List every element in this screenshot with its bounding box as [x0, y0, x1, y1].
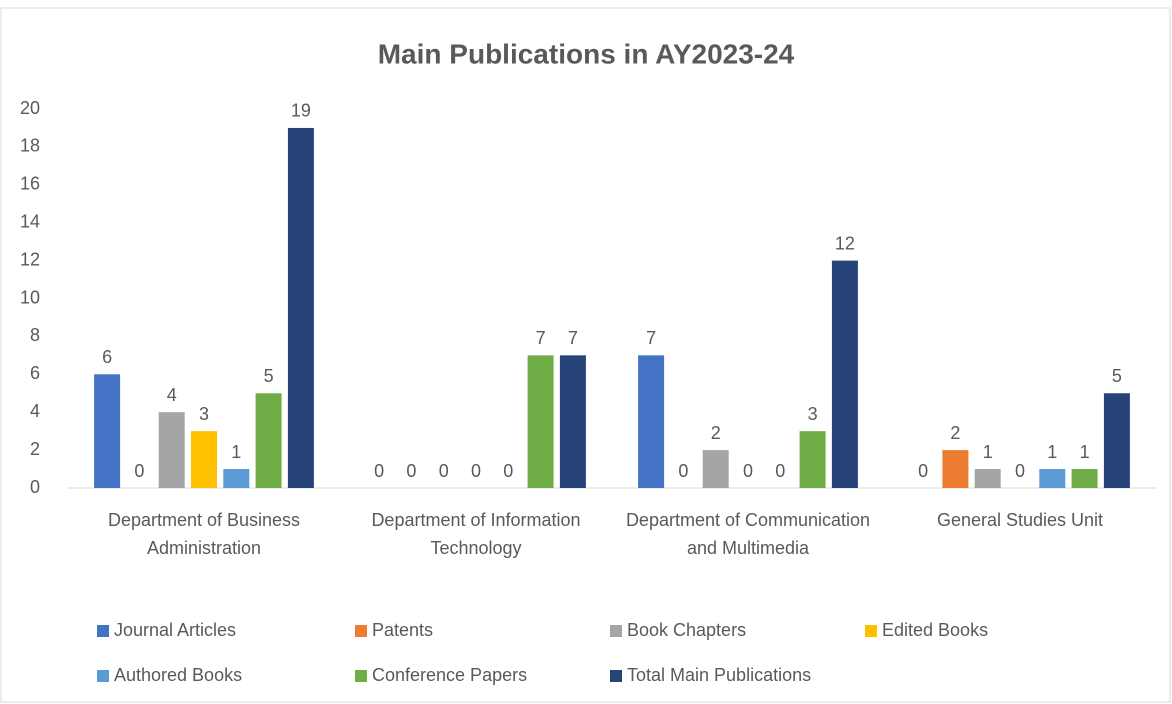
bar	[191, 431, 217, 488]
y-tick-label: 8	[30, 325, 40, 345]
data-label: 0	[775, 461, 785, 481]
legend-label: Patents	[372, 620, 433, 640]
data-label: 5	[264, 366, 274, 386]
data-label: 1	[231, 442, 241, 462]
bar	[559, 355, 586, 488]
bar	[527, 355, 554, 488]
data-label: 0	[471, 461, 481, 481]
data-label: 6	[102, 347, 112, 367]
data-label: 0	[1015, 461, 1025, 481]
data-label: 0	[374, 461, 384, 481]
bar	[223, 469, 250, 488]
bar	[638, 355, 665, 488]
bar	[702, 450, 729, 488]
bar	[255, 393, 282, 488]
data-label: 0	[439, 461, 449, 481]
legend-swatch	[355, 625, 367, 637]
data-label: 0	[678, 461, 688, 481]
y-tick-label: 20	[20, 98, 40, 118]
y-tick-label: 16	[20, 174, 40, 194]
data-label: 3	[199, 404, 209, 424]
data-label: 0	[134, 461, 144, 481]
data-label: 7	[646, 328, 656, 348]
data-label: 3	[808, 404, 818, 424]
data-label: 7	[536, 328, 546, 348]
data-label: 12	[835, 233, 855, 253]
legend-swatch	[610, 670, 622, 682]
bar	[1071, 469, 1098, 488]
bar	[1103, 393, 1130, 488]
legend-label: Authored Books	[114, 665, 242, 685]
data-label: 7	[568, 328, 578, 348]
legend-label: Conference Papers	[372, 665, 527, 685]
legend-label: Edited Books	[882, 620, 988, 640]
data-label: 1	[1047, 442, 1057, 462]
legend-swatch	[610, 625, 622, 637]
legend-swatch	[97, 670, 109, 682]
data-label: 1	[983, 442, 993, 462]
bar	[1039, 469, 1066, 488]
legend-swatch	[865, 625, 877, 637]
x-tick-label: Department of Communication and Multimed…	[625, 510, 871, 558]
data-label: 0	[406, 461, 416, 481]
y-tick-label: 4	[30, 401, 40, 421]
data-label: 4	[167, 385, 177, 405]
legend-label: Book Chapters	[627, 620, 746, 640]
data-label: 0	[503, 461, 513, 481]
data-label: 2	[950, 423, 960, 443]
y-tick-label: 18	[20, 136, 40, 156]
y-tick-label: 0	[30, 477, 40, 497]
data-label: 0	[918, 461, 928, 481]
y-tick-label: 2	[30, 439, 40, 459]
bar	[799, 431, 826, 488]
data-label: 2	[711, 423, 721, 443]
y-tick-label: 12	[20, 249, 40, 269]
bar	[942, 450, 969, 488]
bar	[287, 127, 314, 488]
y-tick-label: 6	[30, 363, 40, 383]
bar	[158, 412, 185, 488]
bar	[94, 374, 121, 488]
bar	[831, 260, 858, 488]
data-label: 5	[1112, 366, 1122, 386]
legend-label: Total Main Publications	[627, 665, 811, 685]
data-label: 0	[743, 461, 753, 481]
data-label: 1	[1080, 442, 1090, 462]
legend-swatch	[355, 670, 367, 682]
x-tick-label: Department of Business Administration	[107, 510, 301, 558]
chart-title: Main Publications in AY2023-24	[378, 38, 795, 69]
data-label: 19	[291, 101, 311, 121]
x-tick-label: Department of Information Technology	[371, 510, 581, 558]
chart-border	[0, 7, 1171, 703]
legend-label: Journal Articles	[114, 620, 236, 640]
x-tick-label: General Studies Unit	[936, 510, 1104, 530]
legend-swatch	[97, 625, 109, 637]
y-tick-label: 14	[20, 211, 40, 231]
bar	[974, 469, 1001, 488]
y-tick-label: 10	[20, 287, 40, 307]
